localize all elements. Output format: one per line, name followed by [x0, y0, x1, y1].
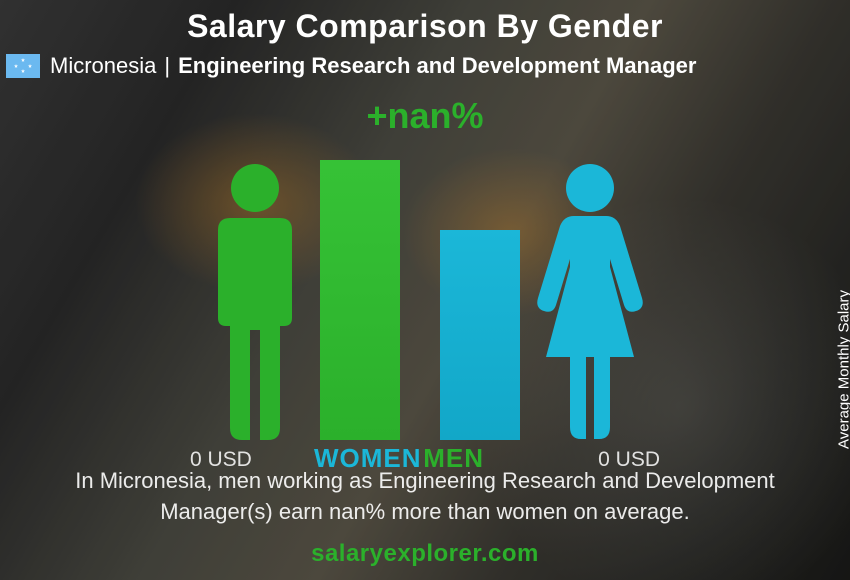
content-layer: Salary Comparison By Gender Micronesia |… — [0, 0, 850, 580]
micronesia-flag-icon — [6, 54, 40, 78]
infographic-canvas: Salary Comparison By Gender Micronesia |… — [0, 0, 850, 580]
man-icon: 0 USD — [200, 160, 310, 440]
attribution-text: salaryexplorer.com — [311, 540, 539, 568]
subtitle-sep: | — [164, 53, 170, 79]
chart-area: 0 USD MEN WOMEN 0 USD — [0, 110, 850, 440]
subtitle-role: Engineering Research and Development Man… — [178, 53, 696, 79]
woman-icon: 0 USD — [530, 160, 650, 440]
chart-group: 0 USD MEN WOMEN 0 USD — [200, 160, 650, 440]
subtitle-country: Micronesia — [50, 53, 156, 79]
men-bar: MEN — [320, 160, 400, 440]
description-text: In Micronesia, men working as Engineerin… — [55, 466, 795, 528]
page-title: Salary Comparison By Gender — [0, 0, 850, 45]
subtitle-row: Micronesia | Engineering Research and De… — [0, 53, 850, 79]
women-bar: WOMEN — [440, 230, 520, 440]
